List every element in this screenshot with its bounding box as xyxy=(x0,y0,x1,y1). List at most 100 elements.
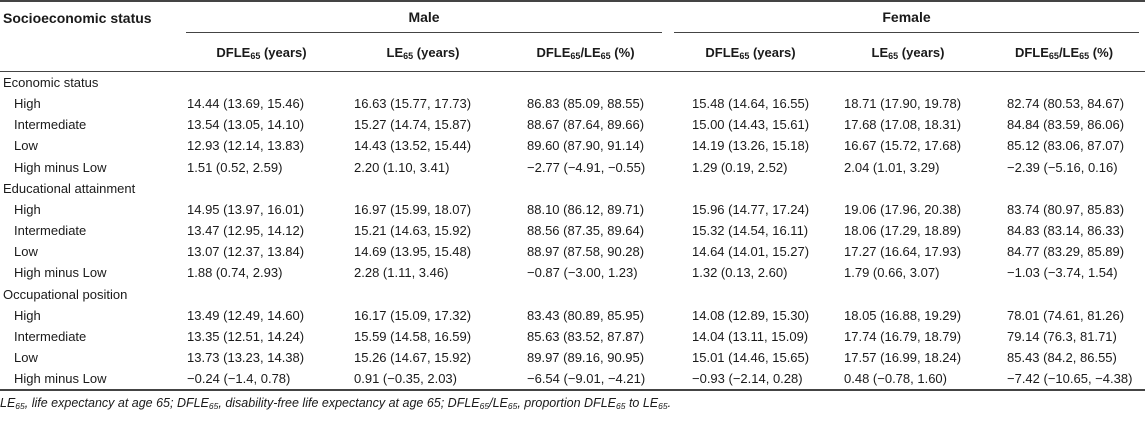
cell: 82.74 (80.53, 84.67) xyxy=(1007,96,1125,112)
group-female-label: Female xyxy=(674,2,1140,33)
cell: 15.01 (14.46, 15.65) xyxy=(692,349,810,365)
col-sub: 65 xyxy=(403,50,414,61)
footnote-sub: 65 xyxy=(616,401,626,411)
cell: 15.21 (14.63, 15.92) xyxy=(354,223,472,239)
row-label: Intermediate xyxy=(14,328,87,344)
cell: 14.43 (13.52, 15.44) xyxy=(354,138,472,154)
cell: 84.77 (83.29, 85.89) xyxy=(1007,244,1125,260)
cell: 2.20 (1.10, 3.41) xyxy=(354,159,450,175)
cell: −6.54 (−9.01, −4.21) xyxy=(527,371,646,387)
row-label: High minus Low xyxy=(14,159,107,175)
table-row: High 14.44 (13.69, 15.46) 16.63 (15.77, … xyxy=(0,93,1145,114)
cell: 15.27 (14.74, 15.87) xyxy=(354,117,472,133)
cell: 15.59 (14.58, 16.59) xyxy=(354,328,472,344)
col-text: /LE xyxy=(1058,44,1080,60)
row-label: High minus Low xyxy=(14,265,107,281)
row-label: High xyxy=(14,201,41,217)
cell: 15.00 (14.43, 15.61) xyxy=(692,117,810,133)
cell: 17.57 (16.99, 18.24) xyxy=(844,349,962,365)
footnote-text: , disability-free life expectancy at age… xyxy=(218,396,480,410)
cell: −1.03 (−3.74, 1.54) xyxy=(1007,265,1118,281)
cell: 2.04 (1.01, 3.29) xyxy=(844,159,940,175)
row-label: Low xyxy=(14,138,38,154)
col-text: DFLE xyxy=(536,44,571,60)
cell: 88.10 (86.12, 89.71) xyxy=(527,201,645,217)
row-label: Low xyxy=(14,349,38,365)
col-header-female-dfle: DFLE65 (years) xyxy=(668,33,833,72)
footnote-text: LE xyxy=(0,396,16,410)
cell: 1.51 (0.52, 2.59) xyxy=(187,159,283,175)
col-sub: 65 xyxy=(570,50,581,61)
table-row: Intermediate 13.35 (12.51, 14.24) 15.59 … xyxy=(0,326,1145,347)
col-header-male-dfle: DFLE65 (years) xyxy=(180,33,343,72)
cell: 88.67 (87.64, 89.66) xyxy=(527,117,645,133)
cell: 85.63 (83.52, 87.87) xyxy=(527,328,645,344)
table-row: Low 12.93 (12.14, 13.83) 14.43 (13.52, 1… xyxy=(0,135,1145,156)
footnote-text: /LE xyxy=(489,396,508,410)
col-sub: 65 xyxy=(250,50,261,61)
cell: 13.07 (12.37, 13.84) xyxy=(187,244,305,260)
cell: 14.04 (13.11, 15.09) xyxy=(692,328,809,344)
table-footnote: LE65, life expectancy at age 65; DFLE65,… xyxy=(0,396,671,410)
cell: 89.97 (89.16, 90.95) xyxy=(527,349,645,365)
col-text: /LE xyxy=(580,44,601,60)
cell: 16.67 (15.72, 17.68) xyxy=(844,138,962,154)
footnote-text: , life expectancy at age 65; DFLE xyxy=(24,396,209,410)
cell: 0.91 (−0.35, 2.03) xyxy=(354,371,457,387)
col-sub: 65 xyxy=(1079,50,1090,61)
cell: 14.69 (13.95, 15.48) xyxy=(354,244,472,260)
row-label-header: Socioeconomic status xyxy=(3,9,152,26)
header-row-groups: Socioeconomic status Male Female xyxy=(0,1,1145,33)
cell: 17.27 (16.64, 17.93) xyxy=(844,244,962,260)
col-unit: (years) xyxy=(260,44,307,60)
col-sub: 65 xyxy=(600,50,611,61)
table-row: High minus Low 1.51 (0.52, 2.59) 2.20 (1… xyxy=(0,157,1145,178)
cell: 0.48 (−0.78, 1.60) xyxy=(844,371,947,387)
section-row-economic: Economic status xyxy=(0,72,1145,94)
cell: 85.43 (84.2, 86.55) xyxy=(1007,349,1117,365)
cell: −0.87 (−3.00, 1.23) xyxy=(527,265,638,281)
cell: 15.26 (14.67, 15.92) xyxy=(354,349,472,365)
group-header-male: Male xyxy=(180,1,668,33)
footnote-sub: 65 xyxy=(208,401,219,411)
col-unit: (%) xyxy=(610,44,635,60)
row-label: High xyxy=(14,96,41,112)
cell: −0.93 (−2.14, 0.28) xyxy=(692,371,803,387)
cell: 18.05 (16.88, 19.29) xyxy=(844,307,962,323)
cell: 83.74 (80.97, 85.83) xyxy=(1007,201,1125,217)
table-row: High 13.49 (12.49, 14.60) 16.17 (15.09, … xyxy=(0,305,1145,326)
table-row: Low 13.07 (12.37, 13.84) 14.69 (13.95, 1… xyxy=(0,241,1145,262)
cell: 18.06 (17.29, 18.89) xyxy=(844,223,962,239)
cell: 1.88 (0.74, 2.93) xyxy=(187,265,283,281)
col-header-male-le: LE65 (years) xyxy=(343,33,503,72)
cell: 14.19 (13.26, 15.18) xyxy=(692,138,810,154)
cell: 16.97 (15.99, 18.07) xyxy=(354,201,472,217)
cell: 85.12 (83.06, 87.07) xyxy=(1007,138,1125,154)
cell: 15.32 (14.54, 16.11) xyxy=(692,223,809,239)
cell: 13.54 (13.05, 14.10) xyxy=(187,117,305,133)
cell: 1.29 (0.19, 2.52) xyxy=(692,159,788,175)
cell: 18.71 (17.90, 19.78) xyxy=(844,96,962,112)
col-unit: (years) xyxy=(898,44,945,60)
section-title: Economic status xyxy=(3,75,99,90)
cell: 88.56 (87.35, 89.64) xyxy=(527,223,645,239)
row-label: High minus Low xyxy=(14,371,107,387)
cell: 14.44 (13.69, 15.46) xyxy=(187,96,305,112)
cell: 1.79 (0.66, 3.07) xyxy=(844,265,940,281)
cell: 14.64 (14.01, 15.27) xyxy=(692,244,810,260)
cell: 13.49 (12.49, 14.60) xyxy=(187,307,305,323)
header-row-columns: DFLE65 (years) LE65 (years) DFLE65/LE65 … xyxy=(0,33,1145,72)
footnote-sub: 65 xyxy=(15,401,25,411)
col-unit: (%) xyxy=(1089,44,1114,60)
cell: 16.63 (15.77, 17.73) xyxy=(354,96,472,112)
group-header-female: Female xyxy=(668,1,1145,33)
cell: 78.01 (74.61, 81.26) xyxy=(1007,307,1125,323)
footnote-sub: 65 xyxy=(658,401,668,411)
table-row: Intermediate 13.54 (13.05, 14.10) 15.27 … xyxy=(0,114,1145,135)
cell: 19.06 (17.96, 20.38) xyxy=(844,201,962,217)
footnote-sub: 65 xyxy=(479,401,490,411)
section-title: Educational attainment xyxy=(3,180,136,196)
col-text: LE xyxy=(386,44,404,60)
cell: 16.17 (15.09, 17.32) xyxy=(354,307,472,323)
cell: 84.83 (83.14, 86.33) xyxy=(1007,223,1125,239)
